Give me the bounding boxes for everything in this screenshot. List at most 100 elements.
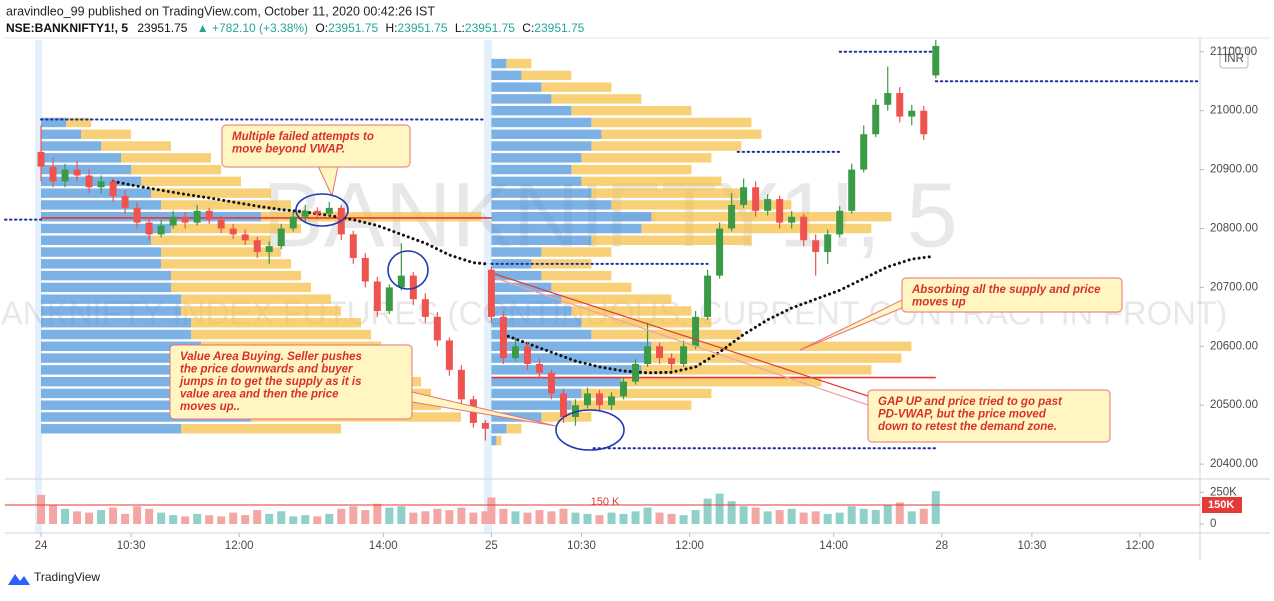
profile-up bbox=[491, 153, 582, 163]
candle-body bbox=[349, 234, 357, 258]
profile-up bbox=[491, 365, 642, 375]
profile-down bbox=[561, 294, 672, 304]
candle-body bbox=[481, 422, 489, 429]
profile-up bbox=[491, 105, 572, 116]
profile-down bbox=[581, 388, 712, 399]
callout-text: down to retest the demand zone. bbox=[878, 421, 1057, 433]
volume-bar bbox=[397, 506, 406, 524]
profile-down bbox=[506, 424, 522, 434]
profile-up bbox=[41, 365, 212, 375]
candle-body bbox=[644, 346, 652, 364]
volume-bar bbox=[217, 516, 226, 524]
profile-down bbox=[641, 365, 872, 375]
profile-down bbox=[181, 306, 342, 316]
candle-body bbox=[301, 210, 309, 217]
profile-down bbox=[601, 129, 762, 139]
candle-body bbox=[133, 207, 141, 223]
profile-down bbox=[81, 129, 132, 139]
volume-bar bbox=[193, 513, 202, 524]
x-tick-label: 12:00 bbox=[1126, 540, 1155, 552]
candle-body bbox=[277, 228, 285, 247]
profile-up bbox=[491, 247, 542, 257]
ohlc-value: 23951.75 bbox=[397, 21, 447, 35]
volume-bar bbox=[703, 498, 712, 524]
profile-up bbox=[491, 376, 622, 387]
volume-bar bbox=[727, 501, 736, 524]
candle-body bbox=[716, 228, 724, 276]
profile-down bbox=[506, 58, 532, 69]
candle-body bbox=[37, 151, 45, 167]
price-change: ▲ +782.10 (+3.38%) bbox=[197, 21, 308, 35]
profile-down bbox=[181, 424, 342, 434]
volume-bar bbox=[715, 493, 724, 524]
volume-bar bbox=[73, 511, 82, 524]
profile-down bbox=[541, 412, 592, 422]
profile-down bbox=[641, 223, 872, 234]
volume-bar bbox=[337, 508, 346, 524]
volume-bar bbox=[799, 512, 808, 524]
candle-body bbox=[728, 204, 736, 229]
candle-body bbox=[253, 240, 261, 253]
profile-down bbox=[141, 176, 242, 187]
candle-body bbox=[608, 396, 616, 406]
candle-body bbox=[668, 358, 676, 364]
profile-down bbox=[651, 341, 912, 352]
candle-body bbox=[193, 210, 201, 223]
volume-bar bbox=[481, 511, 490, 524]
y-tick-label: 20400.00 bbox=[1210, 458, 1258, 470]
candle-body bbox=[547, 372, 555, 394]
candle-body bbox=[800, 216, 808, 241]
profile-up bbox=[491, 212, 652, 222]
candle-body bbox=[361, 257, 369, 282]
volume-bar bbox=[373, 503, 382, 524]
profile-down bbox=[496, 435, 502, 446]
candle-body bbox=[932, 45, 940, 76]
profile-up bbox=[41, 329, 192, 340]
volume-bar bbox=[883, 505, 892, 524]
profile-up bbox=[491, 94, 552, 104]
volume-bar bbox=[265, 513, 274, 524]
profile-down bbox=[151, 235, 272, 245]
y-tick-label: 20500.00 bbox=[1210, 399, 1258, 411]
volume-bar bbox=[241, 515, 250, 524]
volume-bar bbox=[253, 510, 262, 524]
candle-body bbox=[61, 169, 69, 182]
profile-down bbox=[591, 117, 752, 128]
profile-down bbox=[571, 105, 692, 116]
profile-down bbox=[101, 141, 172, 151]
profile-down bbox=[591, 235, 752, 245]
profile-up bbox=[41, 247, 162, 257]
volume-bar bbox=[571, 512, 580, 524]
profile-up bbox=[491, 82, 542, 92]
x-tick-label: 28 bbox=[935, 540, 948, 552]
volume-bar bbox=[487, 497, 496, 524]
candle-body bbox=[157, 225, 165, 235]
candle-body bbox=[145, 222, 153, 235]
candle-body bbox=[812, 240, 820, 253]
candle-body bbox=[217, 219, 225, 229]
volume-bar bbox=[361, 510, 370, 524]
symbol-header: NSE:BANKNIFTY1!, 5 23951.75 ▲ +782.10 (+… bbox=[6, 21, 585, 35]
profile-down bbox=[541, 247, 612, 257]
ohlc-value: 23951.75 bbox=[465, 21, 515, 35]
profile-up bbox=[41, 318, 192, 328]
profile-up bbox=[491, 341, 652, 352]
volume-bar bbox=[181, 516, 190, 524]
currency-badge bbox=[1219, 47, 1249, 69]
profile-up bbox=[41, 223, 172, 234]
profile-up bbox=[41, 212, 262, 222]
profile-up bbox=[491, 176, 582, 187]
candle-body bbox=[860, 134, 868, 170]
byline: aravindleo_99 published on TradingView.c… bbox=[6, 4, 435, 18]
callout-text: Absorbing all the supply and price bbox=[911, 284, 1101, 296]
volume-bar bbox=[205, 515, 214, 524]
profile-up bbox=[491, 400, 572, 410]
y-tick-label: 20600.00 bbox=[1210, 340, 1258, 352]
profile-down bbox=[581, 318, 712, 328]
profile-up bbox=[491, 200, 612, 210]
profile-down bbox=[131, 164, 222, 175]
volume-bar bbox=[691, 510, 700, 524]
ohlc-label: L: bbox=[455, 21, 465, 35]
